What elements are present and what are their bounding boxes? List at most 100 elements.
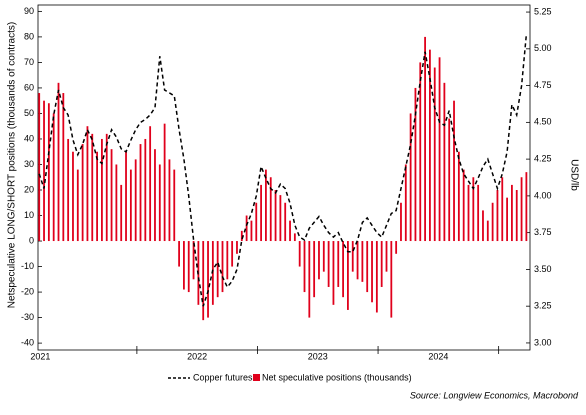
bar: [515, 190, 518, 242]
bar: [154, 149, 156, 242]
bar: [284, 202, 287, 242]
y-tick-label: -30: [21, 312, 34, 322]
bar: [371, 241, 373, 303]
bar: [400, 202, 402, 242]
bar: [347, 241, 349, 310]
bar: [62, 93, 65, 242]
legend-label: Net speculative positions (thousands): [262, 372, 412, 382]
bar: [356, 241, 359, 280]
bar: [491, 202, 494, 242]
bar: [438, 57, 441, 242]
bar: [486, 220, 489, 242]
bar: [38, 93, 41, 242]
y-tick-label: 80: [24, 31, 34, 41]
bar: [409, 113, 412, 242]
bar: [385, 241, 388, 272]
y2-tick-label: 3.00: [534, 337, 552, 347]
y-tick-label: 70: [24, 57, 34, 67]
bar: [57, 82, 60, 242]
bar: [67, 138, 70, 242]
bar: [395, 241, 398, 254]
bar: [462, 169, 465, 242]
y-tick-label: -10: [21, 261, 34, 271]
x-tick-label: 2022: [187, 351, 207, 361]
y-tick-label: 30: [24, 159, 34, 169]
bar: [250, 220, 253, 242]
bar: [226, 241, 229, 280]
bar: [433, 67, 436, 242]
bar: [443, 82, 446, 242]
bar: [511, 184, 513, 242]
bar: [453, 100, 455, 242]
bar: [419, 62, 422, 242]
bar: [76, 169, 79, 242]
bar: [91, 133, 94, 242]
y2-tick-label: 3.25: [534, 301, 552, 311]
bar: [47, 103, 50, 242]
bar: [168, 159, 171, 242]
bar: [322, 241, 325, 272]
bar: [129, 169, 132, 242]
bar: [163, 123, 166, 242]
bar: [265, 169, 267, 242]
bar: [327, 241, 330, 287]
bar: [149, 126, 152, 242]
bar: [520, 177, 523, 242]
bar: [134, 159, 137, 242]
bar: [375, 241, 378, 313]
y2-tick-label: 4.75: [534, 80, 552, 90]
y-tick-label: -40: [21, 337, 34, 347]
bar: [221, 241, 224, 293]
y-tick-label: 90: [24, 6, 34, 16]
bar: [289, 220, 291, 242]
bar: [482, 210, 484, 242]
bar: [448, 118, 451, 242]
bar: [125, 151, 127, 242]
bar: [86, 126, 89, 242]
y2-tick-label: 4.50: [534, 117, 552, 127]
bar: [255, 202, 258, 242]
bar: [207, 241, 209, 318]
bar: [269, 177, 272, 242]
legend-swatch: [253, 374, 260, 381]
bar: [424, 36, 426, 242]
x-tick-label: 2021: [30, 351, 50, 361]
bar: [216, 241, 219, 298]
bar: [308, 241, 311, 318]
bar: [293, 233, 296, 242]
bar: [351, 241, 354, 272]
bar: [496, 190, 499, 242]
bar: [240, 230, 243, 242]
bar: [366, 241, 369, 293]
y-tick-label: 50: [24, 108, 34, 118]
bar: [525, 172, 528, 242]
bar: [472, 177, 475, 242]
y2-axis-label: USD/lb: [568, 159, 579, 191]
y2-tick-label: 3.50: [534, 264, 552, 274]
plot-frame: [37, 4, 531, 351]
bar: [332, 241, 335, 305]
y2-tick-label: 3.75: [534, 227, 552, 237]
bar: [178, 241, 180, 267]
bar: [236, 241, 238, 254]
bar: [501, 177, 504, 242]
y-tick-label: 10: [24, 210, 34, 220]
bar: [313, 241, 316, 298]
bar: [101, 138, 103, 242]
bar: [342, 241, 344, 298]
x-tick-label: 2024: [428, 351, 448, 361]
bar: [173, 169, 176, 242]
bar: [81, 144, 84, 242]
y-tick-label: 20: [24, 184, 34, 194]
bar: [96, 151, 98, 242]
bar: [192, 241, 195, 280]
y-axis-label: Netspeculative LONG/SHORT positions (tho…: [7, 22, 18, 308]
bar: [158, 164, 161, 242]
bar: [110, 149, 113, 242]
bar: [144, 138, 147, 242]
bar: [414, 87, 417, 242]
y2-tick-label: 5.00: [534, 43, 552, 53]
bar: [139, 144, 142, 242]
y-tick-label: 0: [29, 235, 34, 245]
bar: [279, 195, 282, 242]
